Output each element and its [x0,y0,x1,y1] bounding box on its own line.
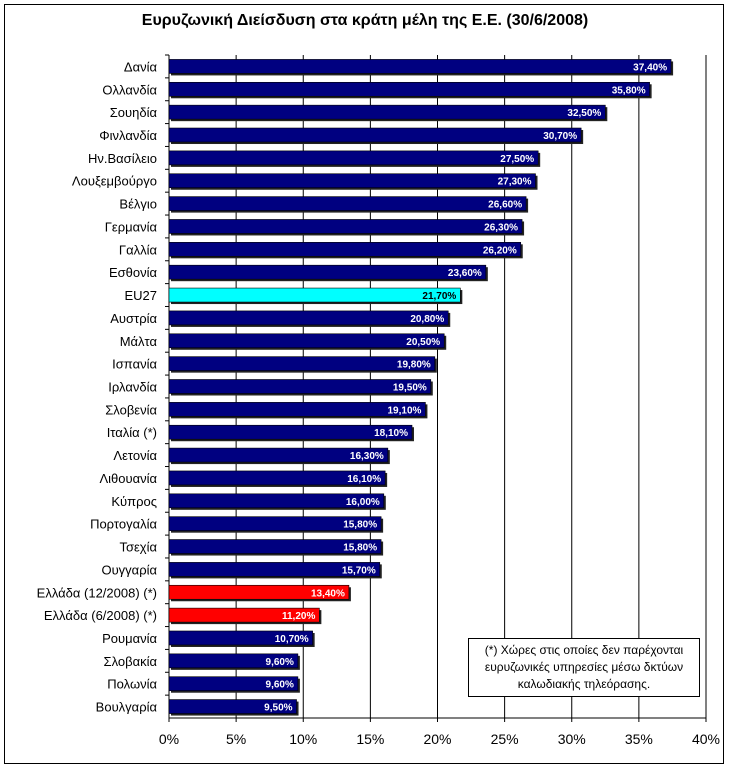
bar [168,493,385,509]
x-tick-label: 20% [423,731,451,747]
category-label: Λουξεμβούργο [72,174,157,189]
footnote-box: (*) Χώρες στις οποίες δεν παρέχονται ευρ… [468,638,700,697]
data-label: 20,50% [406,337,440,348]
bar [168,242,522,257]
data-label: 20,80% [410,314,444,325]
category-label: Βέλγιο [119,197,157,212]
bar [168,379,432,394]
data-label: 15,70% [342,565,376,576]
category-label: Ιρλανδία [108,380,157,395]
data-label: 26,60% [488,200,522,211]
bar [168,173,536,189]
x-tick-label: 10% [289,731,317,747]
bar [168,127,582,143]
category-label: Σλοβενία [105,402,157,417]
data-label: 16,30% [350,451,384,462]
data-label: 15,80% [343,520,377,531]
category-label: Δανία [124,59,158,74]
data-label: 19,80% [397,360,431,371]
category-label: Ελλάδα (6/2008) (*) [44,608,157,623]
bar [168,447,389,463]
bar [168,264,487,280]
data-label: 26,30% [484,222,518,233]
category-label: Ισπανία [112,357,157,372]
bar [168,310,449,326]
data-label: 16,00% [346,497,380,508]
data-label: 10,70% [275,634,309,645]
data-label: 27,30% [498,177,532,188]
category-label: Ιταλία (*) [107,425,157,440]
data-label: 18,10% [374,428,408,439]
data-label: 11,20% [282,611,315,622]
x-tick-label: 35% [625,731,653,747]
x-tick-label: 0% [159,731,179,747]
category-label: Γαλλία [119,242,158,257]
data-label: 9,60% [266,657,294,668]
data-label: 13,40% [311,588,345,599]
bar [168,196,527,211]
bar [168,333,445,349]
category-label: Αυστρία [110,311,157,326]
bar [168,424,413,440]
data-label: 35,80% [612,85,646,96]
bar [168,470,386,486]
data-label: 37,40% [633,62,667,73]
bar [168,607,320,623]
bar [168,539,382,554]
chart-title: Ευρυζωνική Διείσδυση στα κράτη μέλη της … [141,12,589,29]
bar [168,699,297,714]
bar [168,653,299,669]
category-label: Λιθουανία [99,471,157,486]
category-label: Πορτογαλία [90,517,157,532]
bar [168,402,426,417]
bar [168,81,650,97]
data-label: 32,50% [567,108,601,119]
category-label: Σουηδία [110,105,158,120]
category-label: Τσεχία [119,540,157,555]
data-label: 26,20% [483,245,517,256]
x-tick-label: 5% [226,731,246,747]
bar [168,630,313,646]
bar [168,562,381,577]
bar [168,287,461,303]
category-label: Λετονία [113,448,157,463]
x-tick-label: 30% [558,731,586,747]
bar [168,219,523,234]
x-tick-label: 40% [692,731,720,747]
data-label: 27,50% [500,154,534,165]
x-tick-label: 25% [491,731,519,747]
category-label: Ην.Βασίλειο [88,151,157,166]
data-label: 21,70% [422,291,456,302]
category-label: Γερμανία [105,219,158,234]
category-label: Βουλγαρία [96,700,158,715]
data-label: 19,50% [393,383,427,394]
category-label: Ελλάδα (12/2008) (*) [37,585,157,600]
x-tick-label: 15% [356,731,384,747]
bar [168,516,382,531]
bar [168,59,672,74]
category-label: Κύπρος [111,494,157,509]
bar [168,584,350,600]
bar [168,104,606,120]
category-label: Μάλτα [120,334,158,349]
category-label: Φινλανδία [99,128,157,143]
category-label: Ουγγαρία [101,562,157,577]
category-label: EU27 [124,288,157,303]
category-label: Σλοβακία [104,654,158,669]
bar [168,356,436,371]
data-label: 16,10% [347,474,381,485]
category-label: Πολωνία [107,677,157,692]
data-label: 15,80% [343,543,377,554]
bar [168,150,539,166]
data-label: 9,50% [264,703,292,714]
category-label: Ρουμανία [102,631,157,646]
data-label: 19,10% [387,405,421,416]
category-label: Εσθονία [109,265,158,280]
data-label: 30,70% [543,131,577,142]
data-label: 23,60% [448,268,482,279]
bar [168,676,299,692]
data-label: 9,60% [266,680,294,691]
category-label: Ολλανδία [102,82,157,97]
